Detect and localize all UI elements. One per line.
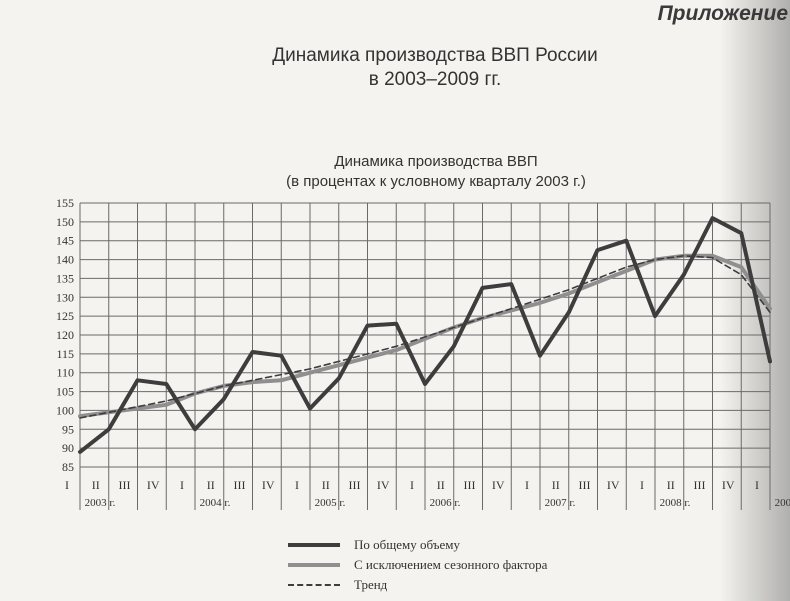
y-tick-label: 100 <box>56 403 74 417</box>
x-tick-label: III <box>119 478 131 492</box>
x-tick-label: IV <box>607 478 620 492</box>
x-tick-label: I <box>755 478 759 492</box>
x-tick-label: II <box>92 478 100 492</box>
x-tick-label: III <box>464 478 476 492</box>
legend-item-seasonal: С исключением сезонного фактора <box>288 555 547 575</box>
y-tick-label: 150 <box>56 215 74 229</box>
x-tick-label: I <box>525 478 529 492</box>
y-tick-label: 130 <box>56 290 74 304</box>
x-tick-label: IV <box>722 478 735 492</box>
x-tick-label: I <box>295 478 299 492</box>
x-tick-label: I <box>65 478 69 492</box>
y-tick-label: 125 <box>56 309 74 323</box>
y-tick-label: 110 <box>56 366 74 380</box>
x-tick-label: III <box>234 478 246 492</box>
series-line-total <box>78 216 772 454</box>
legend-item-trend: Тренд <box>288 575 547 595</box>
series-line-trend <box>79 255 771 419</box>
year-label: 2003 г. <box>85 497 116 509</box>
chart-series <box>78 216 772 454</box>
year-label: 2005 г. <box>315 497 346 509</box>
chart-title-line2: (в процентах к условному кварталу 2003 г… <box>286 173 586 190</box>
x-tick-label: IV <box>492 478 505 492</box>
y-axis-ticks: 85 90 95 100 105 110 115 120 125 130 135 140 145 150 1… <box>56 196 74 474</box>
x-tick-label: III <box>349 478 361 492</box>
x-tick-label: I <box>410 478 414 492</box>
year-label: 2009 г. <box>775 497 790 509</box>
x-tick-label: II <box>667 478 675 492</box>
x-tick-label: I <box>640 478 644 492</box>
y-tick-label: 120 <box>56 328 74 342</box>
chart-legend: По общему объему С исключением сезонного… <box>288 535 547 595</box>
x-tick-label: III <box>694 478 706 492</box>
page-title-line1: Динамика производства ВВП России <box>272 45 598 66</box>
legend-swatch-seasonal <box>288 560 340 570</box>
y-tick-label: 135 <box>56 271 74 285</box>
page-title: Динамика производства ВВП России в 2003–… <box>0 44 790 92</box>
y-tick-label: 105 <box>56 385 74 399</box>
y-tick-label: 140 <box>56 253 74 267</box>
x-tick-label: IV <box>262 478 275 492</box>
y-tick-label: 155 <box>56 196 74 210</box>
page-title-line2: в 2003–2009 гг. <box>368 69 502 90</box>
x-tick-label: I <box>180 478 184 492</box>
y-tick-label: 115 <box>56 347 74 361</box>
x-axis-ticks: I II III IV I II III IV I II III IV I II III IV I II III IV… <box>65 478 759 492</box>
year-label: 2007 г. <box>545 497 576 509</box>
x-tick-label: III <box>579 478 591 492</box>
y-tick-label: 95 <box>62 422 74 436</box>
appendix-label: Приложение <box>657 2 788 25</box>
x-tick-label: IV <box>377 478 390 492</box>
y-tick-label: 85 <box>62 460 74 474</box>
legend-label-total: По общему объему <box>354 537 461 552</box>
chart-title-line1: Динамика производства ВВП <box>334 153 537 170</box>
x-tick-label: II <box>322 478 330 492</box>
x-axis-years: 2003 г. 2004 г. 2005 г. 2006 г. 2007 г. 2008 … <box>85 497 790 509</box>
year-label: 2006 г. <box>430 497 461 509</box>
legend-item-total: По общему объему <box>288 535 547 555</box>
y-tick-label: 145 <box>56 234 74 248</box>
series-line-seasonal <box>78 253 772 419</box>
y-tick-label: 90 <box>62 441 74 455</box>
x-tick-label: II <box>552 478 560 492</box>
x-tick-label: IV <box>147 478 160 492</box>
legend-label-seasonal: С исключением сезонного фактора <box>354 557 548 572</box>
year-label: 2008 г. <box>660 497 691 509</box>
year-label: 2004 г. <box>200 497 231 509</box>
chart-grid <box>79 202 771 510</box>
legend-swatch-total <box>288 540 340 550</box>
legend-label-trend: Тренд <box>354 577 388 592</box>
legend-swatch-trend <box>288 580 340 590</box>
x-tick-label: II <box>437 478 445 492</box>
x-tick-label: II <box>207 478 215 492</box>
